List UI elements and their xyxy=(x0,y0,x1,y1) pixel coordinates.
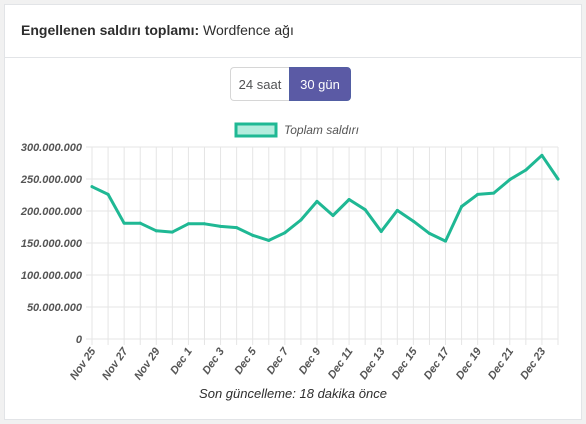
data-point xyxy=(540,153,544,157)
y-tick-label: 50.000.000 xyxy=(27,302,83,314)
chart-legend: Toplam saldırı xyxy=(234,122,359,138)
x-tick-label: Dec 3 xyxy=(200,346,227,377)
x-tick-label: Dec 5 xyxy=(232,345,259,377)
data-point xyxy=(508,178,512,182)
time-range-toggle: 24 saat 30 gün xyxy=(230,67,351,101)
data-point xyxy=(170,230,174,234)
data-point xyxy=(492,191,496,195)
range-30d-button[interactable]: 30 gün xyxy=(289,67,351,101)
data-point xyxy=(283,231,287,235)
data-point xyxy=(524,168,528,172)
data-point xyxy=(444,239,448,243)
y-tick-label: 150.000.000 xyxy=(21,238,83,250)
y-tick-label: 0 xyxy=(76,334,83,346)
data-point xyxy=(363,208,367,212)
x-tick-label: Dec 23 xyxy=(518,346,548,382)
data-point xyxy=(251,233,255,237)
series-line xyxy=(90,153,560,243)
x-tick-label: Dec 19 xyxy=(454,345,485,382)
last-updated-text: Son güncelleme: 18 dakika önce xyxy=(199,386,387,401)
x-tick-label: Dec 21 xyxy=(486,346,516,382)
x-axis: Nov 25 Nov 27 Nov 29 Dec 1 Dec 3 Dec 5 Dec 7 De… xyxy=(68,345,548,382)
x-tick-label: Nov 27 xyxy=(100,345,131,382)
data-point xyxy=(315,199,319,203)
data-point xyxy=(347,197,351,201)
x-tick-label: Dec 17 xyxy=(422,345,453,382)
x-tick-label: Dec 7 xyxy=(265,345,292,377)
x-tick-label: Dec 1 xyxy=(168,346,195,377)
x-tick-label: Dec 9 xyxy=(297,345,324,377)
data-point xyxy=(411,219,415,223)
card-title-label: Engellenen saldırı toplamı: xyxy=(21,22,200,38)
y-tick-label: 200.000.000 xyxy=(20,206,83,218)
card-header: Engellenen saldırı toplamı: Wordfence ağ… xyxy=(5,5,581,58)
x-tick-label: Nov 29 xyxy=(132,345,163,382)
data-point xyxy=(138,221,142,225)
range-24h-button[interactable]: 24 saat xyxy=(230,67,289,101)
x-tick-label: Dec 15 xyxy=(390,345,421,382)
data-point xyxy=(395,208,399,212)
data-point xyxy=(556,177,560,181)
data-point xyxy=(90,185,94,189)
data-point xyxy=(299,218,303,222)
y-axis: 0 50.000.000 100.000.000 150.000.000 200.000… xyxy=(20,142,83,346)
data-point xyxy=(122,221,126,225)
y-tick-label: 100.000.000 xyxy=(21,270,83,282)
data-point xyxy=(331,213,335,217)
chart-grid xyxy=(86,146,559,345)
data-point xyxy=(219,224,223,228)
y-tick-label: 300.000.000 xyxy=(21,142,83,154)
card-title-network: Wordfence ağı xyxy=(203,22,294,38)
x-tick-label: Dec 11 xyxy=(326,346,356,381)
data-point xyxy=(267,238,271,242)
data-point xyxy=(186,222,190,226)
data-point xyxy=(235,226,239,230)
attacks-line-chart: 0 50.000.000 100.000.000 150.000.000 200.000… xyxy=(20,122,560,382)
data-point xyxy=(379,229,383,233)
data-point xyxy=(460,205,464,209)
y-tick-label: 250.000.000 xyxy=(20,174,83,186)
data-point xyxy=(427,231,431,235)
x-tick-label: Dec 13 xyxy=(358,346,388,382)
data-point xyxy=(154,229,158,233)
data-point xyxy=(476,192,480,196)
data-point xyxy=(106,192,110,196)
x-tick-label: Nov 25 xyxy=(68,345,99,382)
data-point xyxy=(202,222,206,226)
legend-label: Toplam saldırı xyxy=(284,123,359,137)
chart-series xyxy=(90,153,560,243)
legend-swatch xyxy=(234,122,278,138)
